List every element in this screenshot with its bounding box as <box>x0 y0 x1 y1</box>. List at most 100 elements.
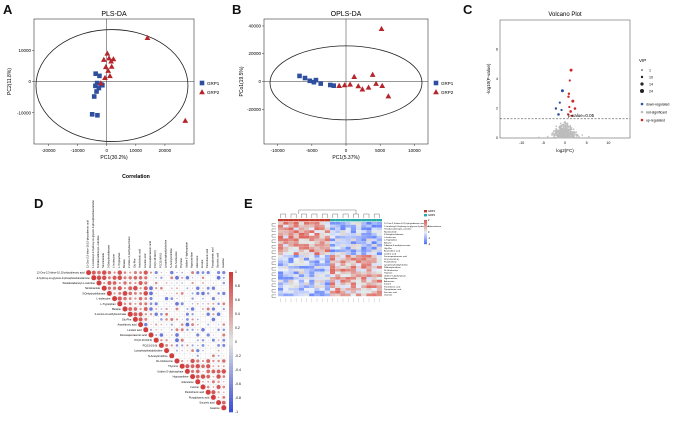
heatmap-cell <box>304 266 310 269</box>
x-tick-label: 0 <box>564 141 566 145</box>
corr-circle <box>150 323 152 326</box>
row-label: Uridine 5'-diphosphate <box>157 369 183 373</box>
heatmap-cell <box>278 230 284 233</box>
row-label: DL-Norleucine <box>156 359 173 363</box>
corr-circle <box>217 354 220 357</box>
not-significant-point <box>573 131 575 133</box>
heatmap-cell <box>288 279 294 283</box>
heatmap-cell <box>324 257 330 261</box>
heatmap-cell <box>371 290 377 294</box>
corr-circle <box>185 317 189 321</box>
corr-circle <box>195 363 201 369</box>
corr-circle <box>181 276 184 279</box>
heatmap-cell <box>324 233 330 236</box>
y-tick-label: 6 <box>496 48 498 52</box>
column-label: Inosine <box>200 259 204 268</box>
x-axis-label: log2(FC) <box>556 148 574 153</box>
corr-circle <box>149 271 153 274</box>
heatmap-cell <box>340 230 346 233</box>
x-tick-label: 5 <box>586 141 588 145</box>
heatmap-cell <box>340 244 346 247</box>
corr-circle <box>158 342 164 348</box>
corr-circle <box>175 333 179 337</box>
corr-circle <box>196 333 200 337</box>
corr-circle <box>212 375 215 378</box>
heatmap-cell <box>304 271 310 275</box>
group-bar-grp1 <box>293 219 299 222</box>
corr-circle <box>166 287 168 289</box>
colorbar-segment <box>229 387 233 392</box>
corr-circle <box>150 277 152 279</box>
heatmap-cell <box>314 271 320 275</box>
corr-circle <box>181 282 184 284</box>
heatmap-cell <box>278 222 284 225</box>
column-label: 12-Oxo-2,3-dinor-10,15-phytodienoic acid <box>86 220 90 268</box>
heatmap-cell <box>371 244 377 247</box>
heatmap-cell <box>298 279 304 283</box>
heatmap-cell <box>319 252 325 255</box>
heatmap-cell <box>283 222 289 225</box>
corr-circle <box>181 359 184 363</box>
corr-circle <box>160 323 163 326</box>
heatmap-cell <box>304 274 310 277</box>
row-label: Succinic acid <box>199 401 215 405</box>
heatmap-cell <box>371 285 377 288</box>
heatmap-cell <box>361 279 367 283</box>
y-axis-label: PCo1(19.5%) <box>239 66 245 96</box>
heatmap-cell <box>376 235 382 239</box>
corr-circle <box>101 270 107 275</box>
corr-circle <box>213 345 214 346</box>
heatmap-cell <box>330 279 336 283</box>
corr-circle <box>191 349 195 353</box>
corr-circle <box>171 303 173 305</box>
corr-circle <box>205 389 211 395</box>
legend-grp2-swatch <box>424 214 427 217</box>
heatmap-cell <box>304 249 310 253</box>
heatmap-cell <box>324 241 330 244</box>
heatmap-cell <box>278 257 284 261</box>
heatmap-cell <box>304 233 310 236</box>
corr-circle <box>211 286 216 290</box>
corr-circle <box>211 369 216 374</box>
heatmap-cell <box>356 263 362 266</box>
corr-circle <box>196 354 199 357</box>
colorbar-segment <box>424 229 427 231</box>
row-label: PC(O-16:0/2:0) <box>384 259 399 261</box>
row-label: Thymine <box>168 364 179 368</box>
colorbar-segment <box>229 408 233 413</box>
colorbar-segment <box>229 279 233 283</box>
heatmap-cell <box>324 249 330 253</box>
heatmap-cell <box>298 263 304 266</box>
dendrogram-branch <box>363 213 370 218</box>
corr-circle <box>161 298 162 299</box>
legend-size-label: 14 <box>649 82 653 86</box>
heatmap-cell <box>350 227 356 231</box>
corr-circle <box>207 344 209 347</box>
row-label: Inosine <box>191 385 200 389</box>
grp1-point <box>313 77 319 83</box>
heatmap-cell <box>324 244 330 247</box>
heatmap-cell <box>350 244 356 247</box>
corr-circle <box>197 282 199 284</box>
corr-circle <box>155 323 158 326</box>
heatmap-cell <box>366 257 372 261</box>
heatmap-cell <box>319 277 325 280</box>
heatmap-cell <box>330 271 336 275</box>
heatmap-cell <box>314 241 320 244</box>
corr-circle <box>149 286 153 291</box>
corr-circle <box>170 287 173 290</box>
heatmap-cell <box>356 249 362 253</box>
heatmap-cell <box>356 282 362 286</box>
heatmap-cell <box>335 233 341 236</box>
heatmap-cell <box>293 227 299 231</box>
heatmap-cell <box>324 230 330 233</box>
heatmap-cell <box>283 274 289 277</box>
corr-circle <box>191 312 194 316</box>
heatmap-cell <box>309 279 315 283</box>
heatmap-cell <box>278 227 284 231</box>
colorbar-tick-label: 2 <box>428 219 430 222</box>
heatmap-cell <box>340 266 346 269</box>
heatmap-cell <box>288 288 294 291</box>
heatmap-cell <box>361 271 367 275</box>
corr-circle <box>139 271 143 275</box>
